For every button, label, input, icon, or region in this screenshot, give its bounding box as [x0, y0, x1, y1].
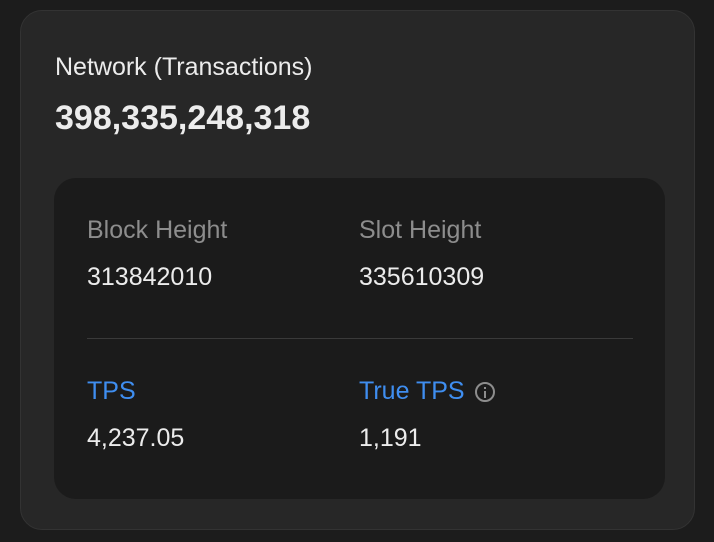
tps-label: TPS [87, 377, 136, 405]
tps-stat: TPS 4,237.05 [87, 377, 184, 453]
card-title: Network (Transactions) [55, 53, 313, 81]
tps-value: 4,237.05 [87, 424, 185, 452]
divider [87, 338, 633, 339]
true-tps-stat: True TPS 1,191 [359, 377, 495, 453]
true-tps-value: 1,191 [359, 424, 422, 452]
slot-height-stat: Slot Height 335610309 [359, 216, 484, 292]
block-height-value: 313842010 [87, 263, 213, 291]
info-icon[interactable] [474, 381, 495, 402]
slot-height-value: 335610309 [359, 263, 485, 291]
stats-panel: Block Height 313842010 Slot Height 33561… [54, 178, 665, 499]
true-tps-label-row: True TPS [359, 377, 495, 406]
block-height-label: Block Height [87, 216, 228, 244]
true-tps-label: True TPS [359, 377, 465, 405]
network-card: Network (Transactions) 398,335,248,318 B… [20, 10, 695, 530]
slot-height-label: Slot Height [359, 216, 482, 244]
block-height-stat: Block Height 313842010 [87, 216, 227, 292]
total-transactions: 398,335,248,318 [55, 99, 311, 137]
